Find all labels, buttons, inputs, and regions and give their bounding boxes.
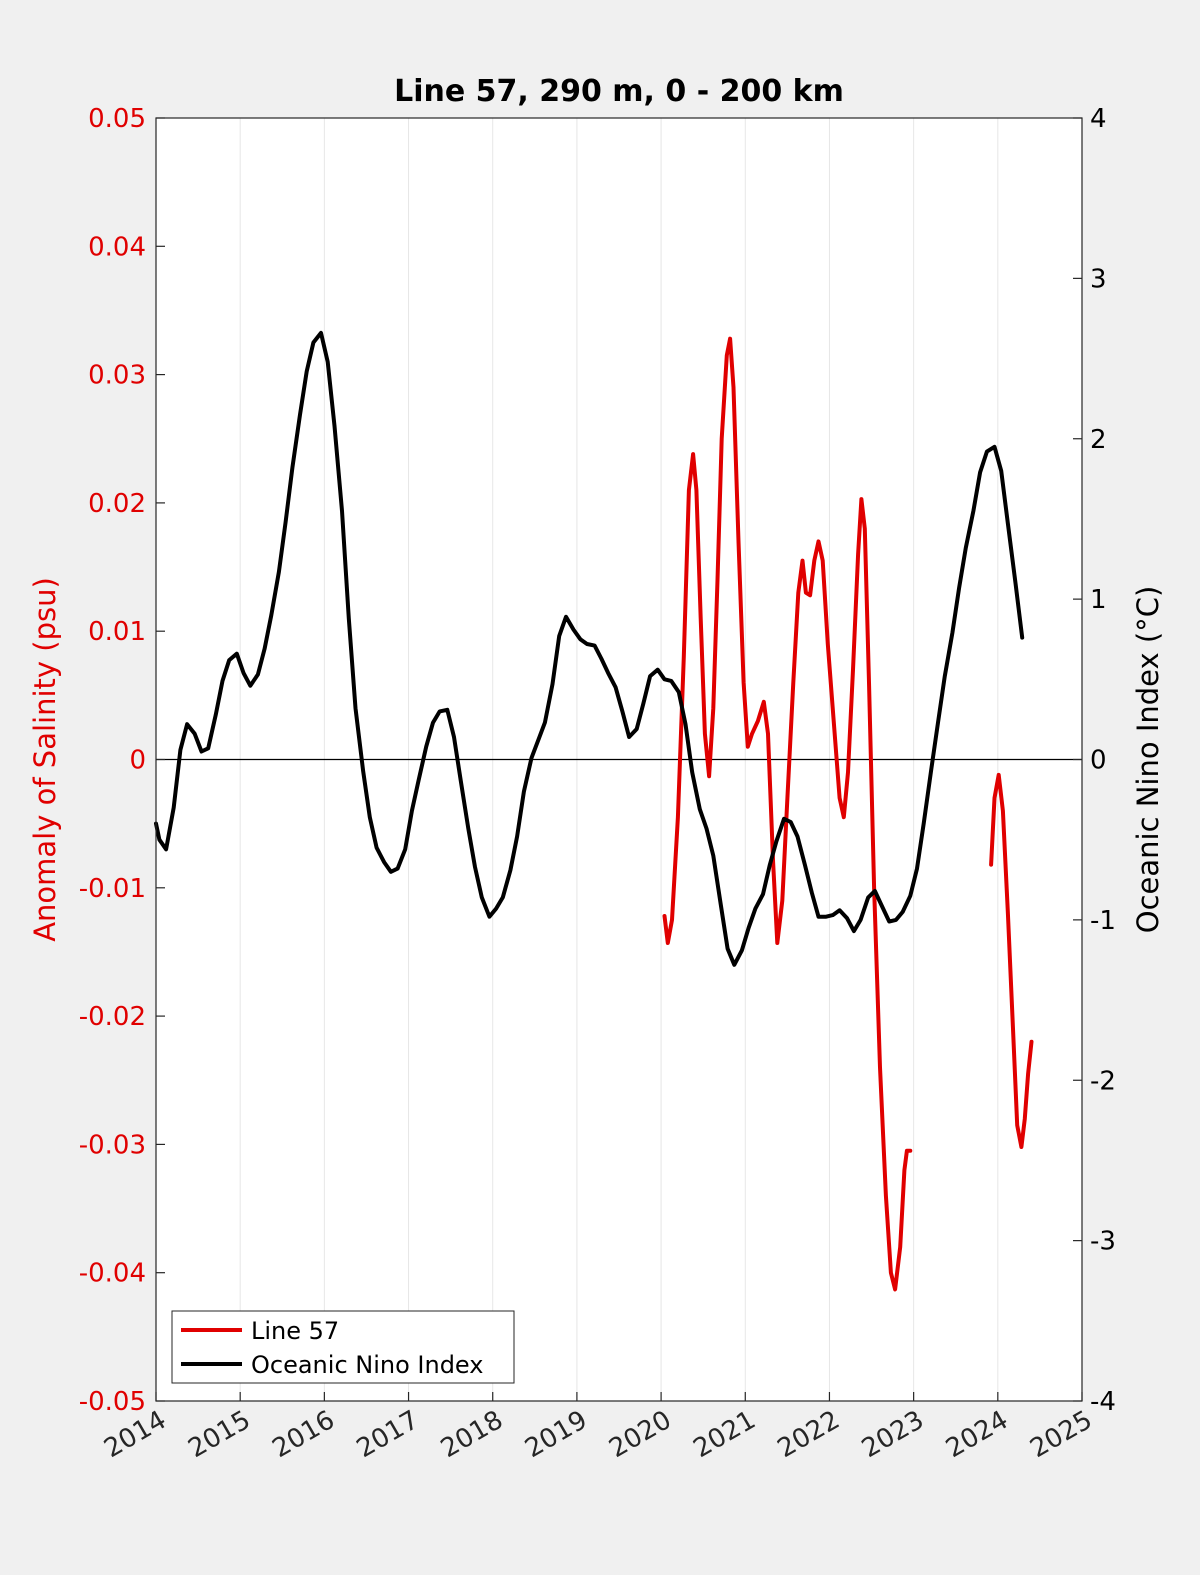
y-left-tick-label: 0.05 [88,104,146,134]
x-tick-label-2020: 2020 [604,1405,676,1464]
legend-label-line-57: Line 57 [251,1317,339,1345]
y-left-tick-label: -0.04 [79,1259,146,1289]
y-left-tick-label: 0.01 [88,617,146,647]
y-right-tick-label: 4 [1090,104,1107,134]
series-oceanic-nino-index-line-0 [154,330,1025,967]
series-line-57-line-0 [662,336,913,1292]
x-tick-label-2021: 2021 [688,1405,760,1464]
x-tick-label-2022: 2022 [773,1405,845,1464]
x-tick-label-2017: 2017 [352,1405,424,1464]
y-left-tick-label: -0.01 [79,874,146,904]
x-tick-label-2015: 2015 [183,1405,255,1464]
x-tick-label-2016: 2016 [268,1405,340,1464]
chart-title: Line 57, 290 m, 0 - 200 km [394,74,844,109]
x-tick-label-2023: 2023 [857,1405,929,1464]
y-left-tick-label: 0.04 [88,232,146,262]
y-left-tick-label: 0.02 [88,489,146,519]
y-right-tick-label: 1 [1090,585,1107,615]
y-right-tick-label: 3 [1090,264,1107,294]
y-left-axis-label: Anomaly of Salinity (psu) [28,577,62,942]
y-left-axis: -0.05 -0.04 -0.03 -0.02 -0.01 0 0.01 0.02 0.03 0.… [79,104,165,1417]
y-right-tick-label: -3 [1090,1227,1116,1257]
legend-label-oni: Oceanic Nino Index [251,1351,483,1379]
x-tick-label-2019: 2019 [520,1405,592,1464]
y-right-tick-label: 2 [1090,425,1107,455]
y-right-tick-label: 0 [1090,746,1107,776]
x-tick-label-2025: 2025 [1025,1405,1097,1464]
y-left-tick-label: -0.03 [79,1130,146,1160]
legend-box [171,1310,515,1384]
legend: Line 57 Oceanic Nino Index [171,1310,515,1384]
x-tick-label-2018: 2018 [436,1405,508,1464]
y-left-tick-label: 0 [129,746,146,776]
y-right-tick-label: -2 [1090,1066,1116,1096]
y-left-tick-label: 0.03 [88,361,146,391]
series-line-57-line-1 [989,772,1034,1149]
y-right-axis-label: Oceanic Nino Index (°C) [1131,586,1165,934]
y-left-tick-label: -0.05 [79,1387,146,1417]
y-left-tick-label: -0.02 [79,1002,146,1032]
x-axis: 2014 2015 2016 2017 2018 2019 2020 2021 2022 2023… [99,1392,1098,1464]
y-right-axis: -4 -3 -2 -1 0 1 2 3 4 [1073,104,1116,1417]
y-right-tick-label: -1 [1090,906,1116,936]
y-right-tick-label: -4 [1090,1387,1116,1417]
series-layer [154,330,1034,1292]
x-tick-label-2024: 2024 [941,1405,1013,1464]
